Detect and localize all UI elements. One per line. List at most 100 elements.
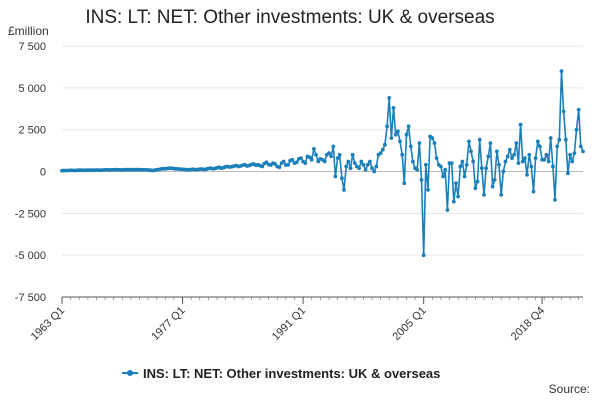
data-point[interactable] xyxy=(417,141,422,146)
data-point[interactable] xyxy=(408,144,413,149)
data-point[interactable] xyxy=(281,159,286,164)
data-point[interactable] xyxy=(529,164,534,169)
data-point[interactable] xyxy=(383,142,387,147)
data-point[interactable] xyxy=(316,159,321,164)
data-point[interactable] xyxy=(531,189,536,194)
data-point[interactable] xyxy=(469,149,473,154)
data-point[interactable] xyxy=(490,184,495,189)
data-point[interactable] xyxy=(443,167,448,172)
data-point[interactable] xyxy=(387,96,392,100)
data-point[interactable] xyxy=(340,176,344,181)
data-point[interactable] xyxy=(471,159,476,164)
data-point[interactable] xyxy=(484,166,488,171)
data-point[interactable] xyxy=(363,167,368,172)
data-point[interactable] xyxy=(368,159,372,164)
data-point[interactable] xyxy=(568,152,572,157)
data-point[interactable] xyxy=(533,156,538,161)
data-point[interactable] xyxy=(385,124,389,129)
data-point[interactable] xyxy=(507,147,512,152)
data-point[interactable] xyxy=(566,171,570,176)
data-point[interactable] xyxy=(329,154,333,159)
data-point[interactable] xyxy=(299,156,303,161)
data-point[interactable] xyxy=(294,160,299,165)
data-point[interactable] xyxy=(391,106,396,110)
data-point[interactable] xyxy=(454,181,458,186)
data-point[interactable] xyxy=(314,152,318,157)
data-point[interactable] xyxy=(335,156,340,161)
data-point[interactable] xyxy=(312,147,316,151)
data-point[interactable] xyxy=(475,179,480,184)
data-point[interactable] xyxy=(464,162,469,167)
data-point[interactable] xyxy=(574,127,579,132)
data-point[interactable] xyxy=(346,159,351,164)
data-point[interactable] xyxy=(555,144,560,149)
data-point[interactable] xyxy=(361,162,366,167)
data-point[interactable] xyxy=(473,186,478,191)
data-point[interactable] xyxy=(426,188,430,192)
data-point[interactable] xyxy=(372,169,377,174)
data-point[interactable] xyxy=(415,167,420,172)
data-point[interactable] xyxy=(495,149,499,154)
data-point[interactable] xyxy=(482,193,486,197)
data-point[interactable] xyxy=(342,188,346,192)
data-point[interactable] xyxy=(512,152,516,157)
data-point[interactable] xyxy=(260,164,265,169)
data-point[interactable] xyxy=(359,159,364,164)
data-point[interactable] xyxy=(327,151,331,156)
data-point[interactable] xyxy=(581,149,585,154)
data-point[interactable] xyxy=(551,164,555,169)
data-point[interactable] xyxy=(286,162,290,167)
data-point[interactable] xyxy=(290,157,295,162)
data-point[interactable] xyxy=(357,166,361,171)
data-point[interactable] xyxy=(432,141,437,146)
data-point[interactable] xyxy=(378,151,383,156)
data-point[interactable] xyxy=(486,154,491,159)
legend[interactable]: INS: LT: NET: Other investments: UK & ov… xyxy=(122,366,440,381)
data-point[interactable] xyxy=(451,199,456,204)
data-point[interactable] xyxy=(421,253,426,258)
data-point[interactable] xyxy=(456,194,460,199)
data-point[interactable] xyxy=(553,198,557,202)
data-point[interactable] xyxy=(499,193,504,197)
data-point[interactable] xyxy=(479,166,484,171)
data-point[interactable] xyxy=(535,139,540,144)
data-point[interactable] xyxy=(544,152,549,157)
data-point[interactable] xyxy=(352,161,357,166)
data-point[interactable] xyxy=(348,166,353,171)
data-point[interactable] xyxy=(503,159,508,164)
data-point[interactable] xyxy=(439,164,443,169)
data-point[interactable] xyxy=(273,162,277,166)
data-point[interactable] xyxy=(467,139,471,144)
data-point[interactable] xyxy=(398,139,402,144)
data-point[interactable] xyxy=(458,164,463,169)
data-point[interactable] xyxy=(557,137,562,142)
data-point[interactable] xyxy=(380,147,385,152)
data-point[interactable] xyxy=(546,159,551,164)
data-point[interactable] xyxy=(525,172,529,177)
data-point[interactable] xyxy=(570,159,575,164)
data-point[interactable] xyxy=(370,166,374,171)
data-point[interactable] xyxy=(488,141,493,146)
data-point[interactable] xyxy=(337,152,342,157)
data-point[interactable] xyxy=(497,162,501,167)
data-point[interactable] xyxy=(404,132,409,137)
data-point[interactable] xyxy=(322,159,327,164)
data-point[interactable] xyxy=(393,132,398,137)
data-point[interactable] xyxy=(344,164,349,169)
data-point[interactable] xyxy=(510,156,514,161)
data-point[interactable] xyxy=(430,136,435,140)
data-point[interactable] xyxy=(303,161,308,166)
data-point[interactable] xyxy=(520,159,525,164)
data-point[interactable] xyxy=(331,144,336,149)
data-point[interactable] xyxy=(514,141,519,146)
data-point[interactable] xyxy=(277,165,282,170)
data-point[interactable] xyxy=(527,152,532,157)
data-point[interactable] xyxy=(462,174,467,179)
data-point[interactable] xyxy=(492,178,497,182)
data-point[interactable] xyxy=(423,162,428,167)
data-point[interactable] xyxy=(576,107,581,112)
data-point[interactable] xyxy=(400,152,405,157)
data-point[interactable] xyxy=(538,144,542,149)
data-point[interactable] xyxy=(434,156,439,161)
data-point[interactable] xyxy=(406,124,411,129)
